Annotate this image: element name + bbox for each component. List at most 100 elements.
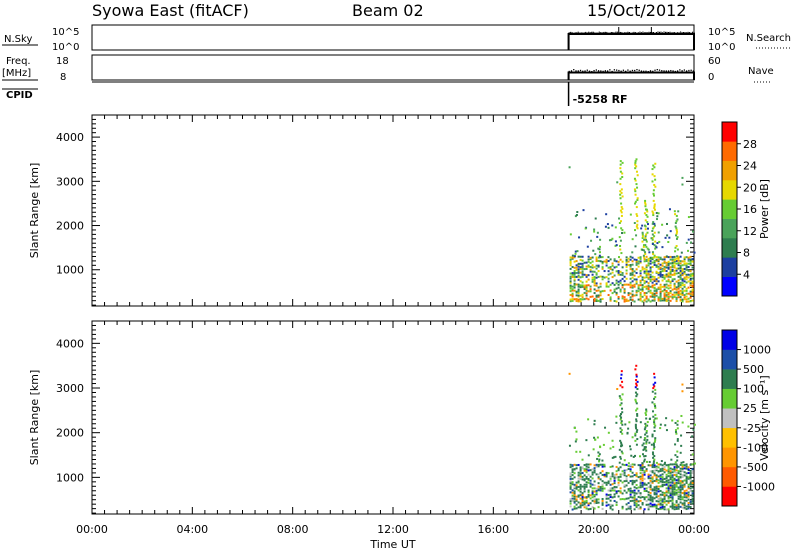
power-cell bbox=[665, 290, 668, 293]
power-cell bbox=[629, 265, 632, 268]
power-cell bbox=[615, 282, 618, 285]
velocity-cell bbox=[677, 489, 680, 492]
velocity-cell bbox=[647, 475, 650, 478]
velocity-cell bbox=[583, 469, 586, 472]
velocity-cell bbox=[657, 463, 660, 466]
nave-point bbox=[645, 70, 647, 72]
velocity-cell bbox=[631, 475, 634, 478]
power-cell bbox=[634, 163, 637, 166]
velocity-cell bbox=[681, 476, 684, 479]
power-cell bbox=[621, 277, 624, 280]
velocity-cell bbox=[619, 466, 622, 469]
velocity-cell bbox=[641, 471, 644, 474]
power-cell bbox=[651, 210, 654, 213]
power-cell bbox=[691, 291, 694, 294]
power-cell bbox=[685, 268, 688, 271]
velocity-cell bbox=[631, 481, 634, 484]
velocity-cell bbox=[669, 481, 672, 484]
velocity-cell bbox=[669, 496, 672, 499]
power-cell bbox=[643, 276, 646, 279]
velocity-cell bbox=[670, 458, 673, 461]
velocity-cell bbox=[609, 487, 612, 490]
velocity-cell bbox=[665, 491, 668, 494]
power-cell bbox=[649, 300, 652, 303]
velocity-cell bbox=[621, 444, 624, 447]
power-colorbar-swatch bbox=[722, 141, 737, 161]
power-cell bbox=[663, 297, 666, 300]
power-cell bbox=[674, 246, 677, 249]
power-cell bbox=[691, 285, 694, 288]
power-cell bbox=[653, 299, 656, 302]
velocity-cell bbox=[581, 478, 584, 481]
velocity-cell bbox=[587, 481, 590, 484]
velocity-cell bbox=[595, 473, 598, 476]
velocity-cell bbox=[575, 481, 578, 484]
velocity-cell bbox=[620, 370, 623, 373]
velocity-cell bbox=[598, 458, 601, 461]
velocity-cell bbox=[607, 472, 610, 475]
power-cell bbox=[683, 260, 686, 263]
power-cell bbox=[621, 260, 624, 263]
velocity-cell bbox=[597, 485, 600, 488]
velocity-cell bbox=[641, 484, 644, 487]
power-cell bbox=[639, 279, 642, 282]
velocity-cell bbox=[611, 472, 614, 475]
velocity-cell bbox=[671, 502, 674, 505]
velocity-cell bbox=[655, 496, 658, 499]
power-cell bbox=[639, 299, 642, 302]
velocity-cell bbox=[635, 420, 638, 423]
velocity-cell bbox=[639, 499, 642, 502]
power-cell bbox=[587, 255, 590, 258]
nsearch-point bbox=[607, 32, 609, 34]
power-cell bbox=[656, 242, 659, 245]
power-cell bbox=[593, 299, 596, 302]
velocity-cell bbox=[603, 463, 606, 466]
velocity-cell bbox=[633, 481, 636, 484]
velocity-cell bbox=[683, 492, 686, 495]
power-cell bbox=[569, 264, 572, 267]
velocity-cell bbox=[615, 492, 618, 495]
velocity-cell bbox=[573, 486, 576, 489]
velocity-cell bbox=[683, 479, 686, 482]
power-cell bbox=[619, 167, 622, 170]
velocity-cell bbox=[663, 477, 666, 480]
velocity-cell bbox=[631, 465, 634, 468]
velocity-cell bbox=[655, 485, 658, 488]
velocity-cell bbox=[617, 495, 620, 498]
power-cell bbox=[673, 273, 676, 276]
velocity-cell bbox=[577, 477, 580, 480]
power-cell bbox=[571, 273, 574, 276]
velocity-cell bbox=[619, 404, 622, 407]
power-cell bbox=[577, 278, 580, 281]
velocity-colorbar-swatch bbox=[722, 408, 737, 429]
power-cell bbox=[585, 294, 588, 297]
power-cell bbox=[643, 298, 646, 301]
power-cell bbox=[571, 292, 574, 295]
velocity-cell bbox=[581, 496, 584, 499]
velocity-cell bbox=[649, 464, 652, 467]
velocity-cell bbox=[569, 505, 572, 508]
velocity-cell bbox=[575, 430, 578, 433]
power-cell bbox=[635, 258, 638, 261]
velocity-cell bbox=[675, 485, 678, 488]
velocity-cell bbox=[681, 481, 684, 484]
power-cell bbox=[642, 245, 645, 248]
power-cell bbox=[644, 251, 647, 254]
velocity-cell bbox=[641, 485, 644, 488]
velocity-cell bbox=[654, 388, 657, 391]
nave-point bbox=[570, 70, 573, 72]
power-cell bbox=[683, 277, 686, 280]
velocity-cell bbox=[573, 472, 576, 475]
velocity-cell bbox=[635, 384, 638, 387]
power-cell bbox=[647, 248, 650, 251]
power-cell bbox=[587, 264, 590, 267]
velocity-cell bbox=[609, 499, 612, 502]
velocity-cell bbox=[575, 487, 578, 490]
power-cell bbox=[617, 280, 620, 283]
velocity-cell bbox=[593, 484, 596, 487]
velocity-cell bbox=[585, 485, 588, 488]
velocity-cell bbox=[641, 475, 644, 478]
power-cell bbox=[665, 283, 668, 286]
power-cell bbox=[689, 270, 692, 273]
power-cell bbox=[593, 292, 596, 295]
